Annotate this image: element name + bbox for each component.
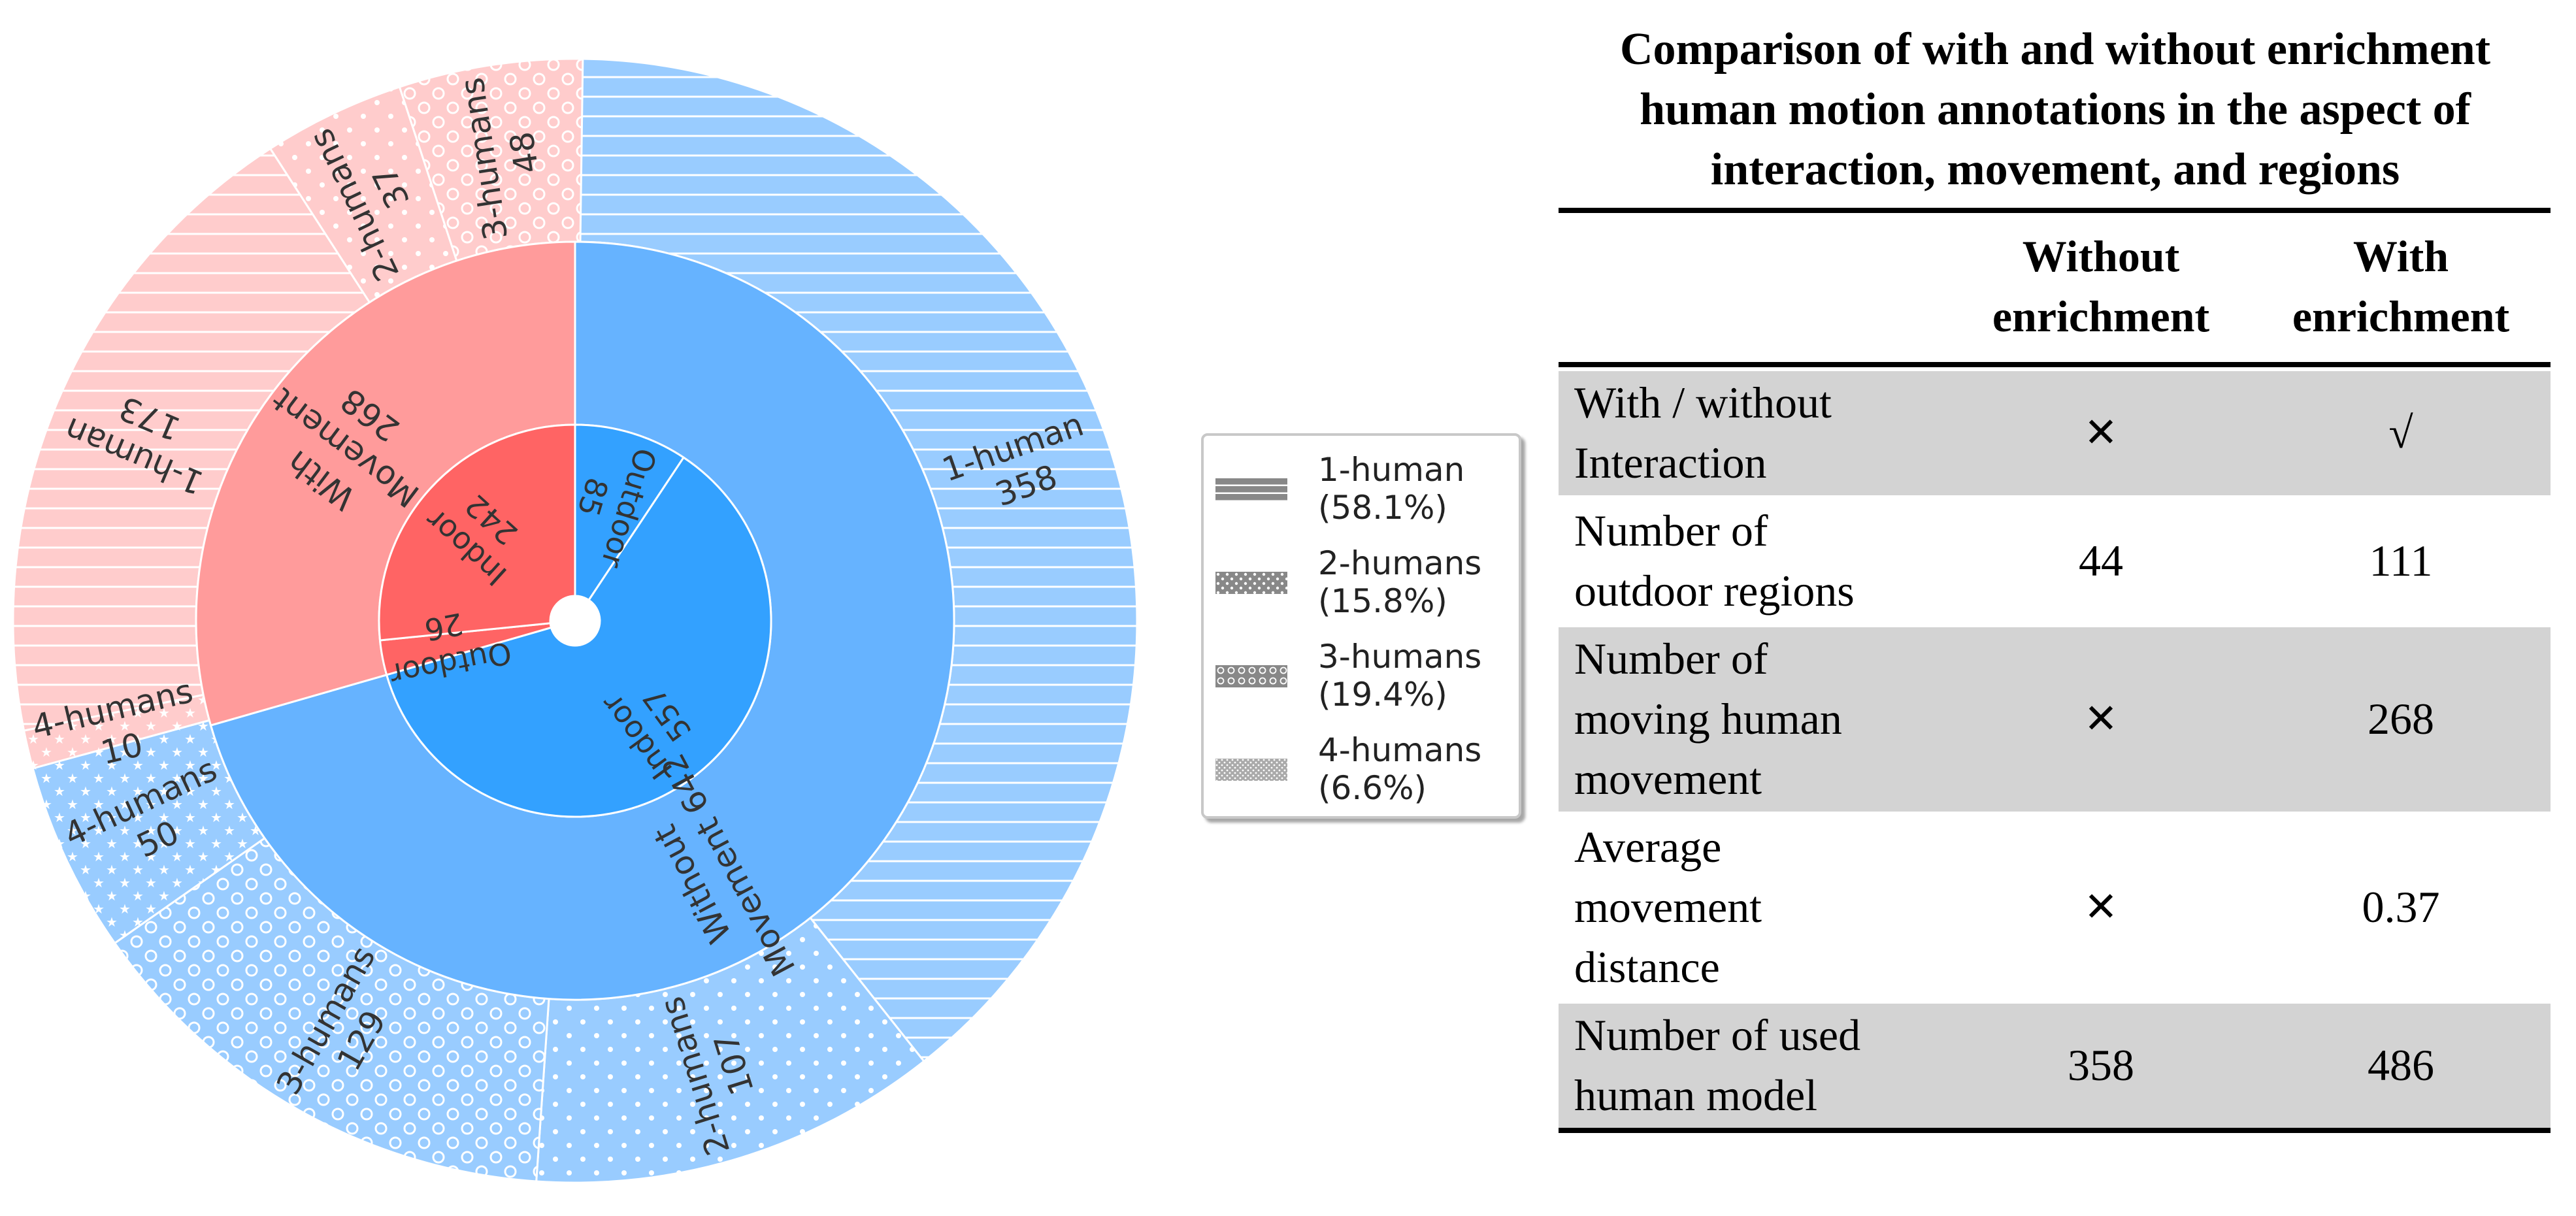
table-row: Average movement distance ✕ 0.37	[1559, 815, 2551, 1000]
legend-swatch-1-human	[1215, 478, 1287, 501]
table-title: Comparison of with and without enrichmen…	[1555, 20, 2555, 200]
cell-with: 486	[2251, 1004, 2551, 1130]
table-title-line: human motion annotations in the aspect o…	[1640, 84, 2471, 135]
legend-swatch-4-humans	[1215, 759, 1287, 781]
header-with-enrichment: With enrichment	[2251, 210, 2551, 365]
cell-without: ✕	[1951, 371, 2251, 495]
row-label-line: Number of	[1574, 506, 1768, 555]
legend-item: 1-human (58.1%)	[1204, 446, 1519, 531]
inner-segment-with-indoor	[378, 423, 576, 642]
row-label-line: moving human	[1574, 694, 1842, 744]
row-label: Number of moving human movement	[1559, 627, 1951, 812]
legend-label: 4-humans	[1318, 731, 1482, 769]
row-label-line: Average	[1574, 822, 1722, 872]
comparison-table: Without enrichment With enrichment With …	[1559, 208, 2551, 1133]
table-row: Number of outdoor regions 44 111	[1559, 499, 2551, 623]
legend: 1-human (58.1%) 2-humans (15.8%) 3-human…	[1201, 433, 1521, 819]
cell-without: ✕	[1951, 627, 2251, 812]
sunburst-chart: ★ ★ 1-human3582-humans1073-humans1294-hu…	[12, 58, 1138, 1184]
center-hole	[550, 596, 600, 646]
cell-without: 358	[1951, 1004, 2251, 1130]
legend-pct: (19.4%)	[1318, 676, 1447, 714]
table-row: Number of moving human movement ✕ 268	[1559, 627, 2551, 812]
header-without-enrichment: Without enrichment	[1951, 210, 2251, 365]
legend-item: 3-humans (19.4%)	[1204, 633, 1519, 717]
legend-swatch-2-humans	[1215, 572, 1287, 594]
cell-without: 44	[2079, 536, 2123, 585]
row-label-line: outdoor regions	[1574, 566, 1855, 616]
legend-swatch-3-humans	[1215, 665, 1287, 687]
cell-with: √	[2251, 371, 2551, 495]
legend-label: 3-humans	[1318, 638, 1482, 676]
row-label: Number of outdoor regions	[1559, 499, 1951, 623]
legend-label: 2-humans	[1318, 544, 1482, 582]
cell-with: 111	[2369, 536, 2433, 585]
outer-ring-humans	[12, 58, 1138, 1184]
row-label-line: human model	[1574, 1070, 1818, 1120]
table-row: Number of used human model 358 486	[1559, 1004, 2551, 1130]
row-label-line: Interaction	[1574, 438, 1767, 487]
legend-pct: (6.6%)	[1318, 769, 1427, 807]
table-title-line: interaction, movement, and regions	[1710, 144, 2400, 195]
legend-pct: (58.1%)	[1318, 489, 1447, 527]
cell-without: ✕	[2084, 883, 2118, 930]
row-label-line: movement	[1574, 882, 1762, 932]
header-line: enrichment	[2292, 291, 2510, 341]
cell-with: 0.37	[2362, 882, 2440, 932]
table-header-row: Without enrichment With enrichment	[1559, 210, 2551, 365]
legend-label: 1-human	[1318, 451, 1465, 489]
row-label: Average movement distance	[1559, 815, 1951, 1000]
row-label: With / without Interaction	[1559, 371, 1951, 495]
header-line: Without	[2022, 231, 2180, 281]
table-row: With / without Interaction ✕ √	[1559, 371, 2551, 495]
row-label-line: Number of used	[1574, 1010, 1861, 1060]
row-label-line: movement	[1574, 754, 1762, 804]
header-line: enrichment	[1992, 291, 2210, 341]
cell-with: 268	[2251, 627, 2551, 812]
table-title-line: Comparison of with and without enrichmen…	[1619, 24, 2491, 74]
inner-ring-region	[378, 423, 772, 818]
legend-item: 4-humans (6.6%)	[1204, 726, 1519, 811]
row-label-line: Number of	[1574, 634, 1768, 683]
legend-item: 2-humans (15.8%)	[1204, 539, 1519, 624]
header-empty	[1559, 210, 1951, 365]
row-label-line: With / without	[1574, 378, 1832, 427]
row-label-line: distance	[1574, 942, 1720, 992]
header-line: With	[2353, 231, 2449, 281]
legend-pct: (15.8%)	[1318, 582, 1447, 620]
row-label: Number of used human model	[1559, 1004, 1951, 1130]
